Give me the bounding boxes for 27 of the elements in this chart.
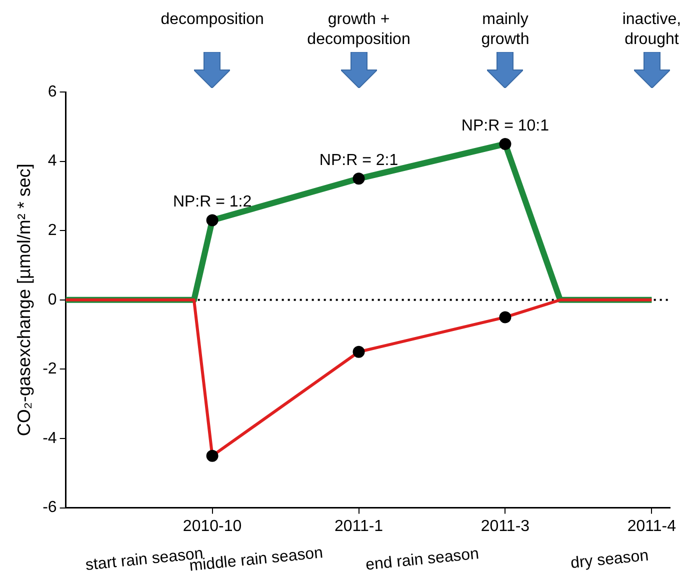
x-tick-label: 2011-1 [334, 518, 384, 535]
y-tick-label: 4 [48, 152, 57, 170]
text: growth + decomposition [307, 11, 410, 48]
point [352, 172, 365, 185]
text: end rain season [364, 546, 480, 574]
y-axis-title: CO₂-gasexchange [µmol/m² * sec] [14, 164, 34, 436]
point [206, 214, 218, 226]
annotation: NP:R = 10:1 [461, 117, 550, 134]
text: inactive, drought [622, 11, 682, 48]
point [499, 138, 512, 150]
x-tick-label: 2010-10 [182, 518, 242, 535]
point [499, 311, 512, 324]
y-tick-label: 2 [48, 222, 57, 240]
annotation: NP:R = 2:1 [319, 152, 398, 170]
x-tick-label: 2011-3 [480, 518, 530, 535]
annotation: NP:R = 1:2 [172, 194, 252, 211]
y-tick-label: -6 [42, 499, 57, 516]
y-tick-label: -2 [42, 360, 57, 378]
y-tick-label: 0 [48, 291, 57, 308]
text: dry season [570, 547, 650, 572]
point [352, 346, 365, 358]
point [206, 450, 218, 462]
y-tick-label: -4 [42, 430, 57, 447]
text: decomposition [160, 11, 264, 28]
x-tick-label: 2011-4 [627, 518, 676, 535]
text: mainly growth [481, 11, 530, 48]
y-tick-label: 6 [48, 83, 57, 100]
